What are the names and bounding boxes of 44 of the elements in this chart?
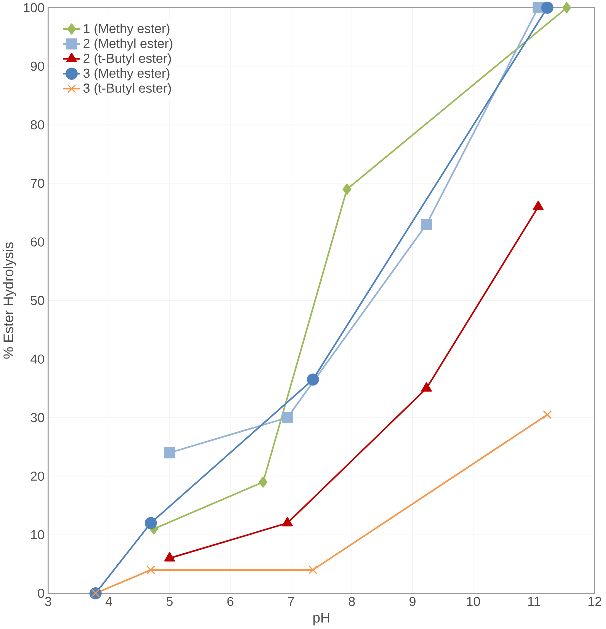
point: [282, 517, 294, 527]
point: [343, 184, 352, 196]
y-tick-label: 60: [31, 238, 45, 247]
point: [543, 410, 552, 420]
point: [308, 566, 318, 575]
y-tick-label: 100: [24, 3, 45, 13]
point: [164, 552, 176, 562]
y-tick-label: 20: [31, 472, 45, 482]
point: [533, 200, 544, 210]
legend-label: 3 (t-Butyl ester): [84, 83, 172, 96]
point: [542, 2, 554, 14]
y-tick-label: 30: [31, 413, 45, 422]
x-tick-label: 12: [588, 597, 602, 606]
point: [421, 219, 433, 230]
x-tick-label: 6: [228, 597, 234, 606]
legend-label: 3 (Methy ester): [84, 68, 170, 81]
y-tick-label: 50: [31, 296, 45, 306]
x-tick-label: 8: [349, 597, 356, 606]
y-tick-label: 90: [31, 62, 45, 72]
x-tick-label: 5: [167, 597, 174, 606]
point: [282, 412, 294, 424]
y-tick-label: 10: [32, 530, 45, 540]
y-tick-label: 40: [30, 354, 45, 364]
y-tick-label: 70: [31, 179, 45, 188]
y-tick-label: 0: [38, 588, 45, 598]
point: [307, 374, 320, 386]
legend-label: 2 (t-Butyl ester): [84, 54, 172, 66]
x-tick-label: 3: [46, 597, 52, 606]
point: [422, 382, 432, 392]
legend-label: 1 (Methy ester): [84, 24, 170, 36]
y-axis-title: % Ester Hydrolysis: [4, 242, 17, 359]
x-axis-title: pH: [314, 613, 330, 626]
x-tick-label: 7: [288, 597, 295, 606]
point: [164, 447, 176, 459]
x-tick-label: 4: [106, 597, 113, 606]
legend-label: 2 (Methyl ester): [84, 38, 173, 51]
point: [145, 517, 158, 530]
point: [259, 476, 268, 488]
x-tick-label: 9: [410, 597, 416, 606]
point: [562, 2, 572, 14]
point: [146, 566, 156, 575]
y-tick-label: 80: [31, 120, 45, 130]
x-tick-label: 11: [528, 597, 541, 606]
x-tick-label: 10: [468, 597, 480, 606]
